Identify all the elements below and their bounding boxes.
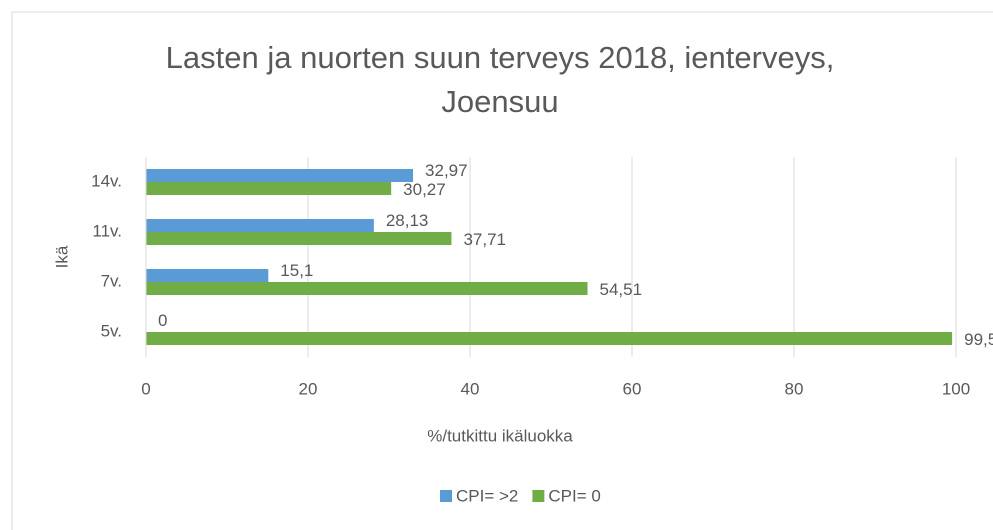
x-tick-label: 80 xyxy=(785,379,804,398)
legend-swatch xyxy=(440,490,452,502)
value-label: 0 xyxy=(158,311,167,330)
y-tick-label: 5v. xyxy=(101,321,122,340)
bar xyxy=(146,169,414,182)
x-tick-label: 100 xyxy=(942,379,970,398)
x-tick-label: 0 xyxy=(141,379,150,398)
legend-label: CPI= >2 xyxy=(456,486,518,505)
value-label: 32,97 xyxy=(425,161,468,180)
bar xyxy=(146,232,452,245)
bar xyxy=(146,269,269,282)
y-tick-label: 11v. xyxy=(92,221,122,240)
value-label: 15,1 xyxy=(280,261,313,280)
bar xyxy=(146,332,953,345)
y-axis-label: Ikä xyxy=(52,245,71,268)
value-label: 99,52 xyxy=(964,330,993,349)
value-label: 54,51 xyxy=(600,280,643,299)
bar xyxy=(146,219,374,232)
legend-swatch xyxy=(532,490,545,502)
x-axis-label: %/tutkittu ikäluokka xyxy=(427,426,573,445)
chart-title: Joensuu xyxy=(441,84,558,119)
y-tick-label: 14v. xyxy=(91,171,122,190)
chart-title: Lasten ja nuorten suun terveys 2018, ien… xyxy=(166,40,835,75)
x-tick-label: 40 xyxy=(461,379,480,398)
legend-label: CPI= 0 xyxy=(548,486,600,505)
bar xyxy=(146,282,588,295)
value-label: 30,27 xyxy=(403,180,446,199)
value-label: 37,71 xyxy=(463,230,506,249)
value-label: 28,13 xyxy=(386,211,429,230)
x-tick-label: 20 xyxy=(299,379,318,398)
bar xyxy=(146,182,392,195)
x-tick-label: 60 xyxy=(623,379,642,398)
y-tick-label: 7v. xyxy=(101,271,122,290)
